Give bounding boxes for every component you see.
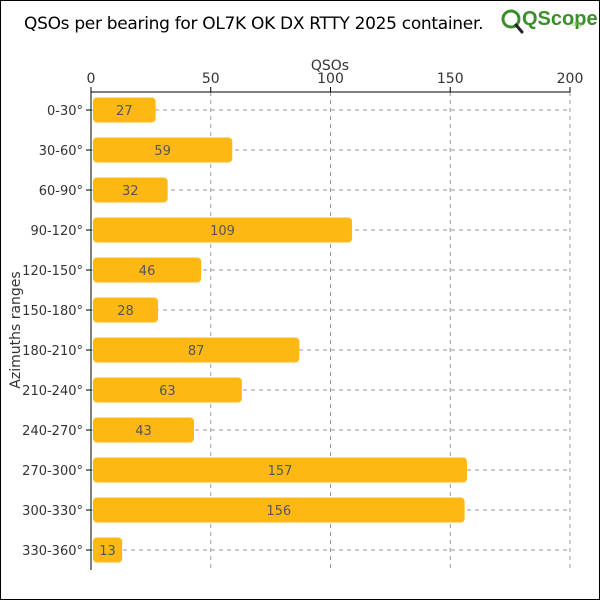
x-tick-label: 50 (202, 71, 220, 87)
axes: 0 50 100 150 200 0-30° 30-60° 60-90° 90-120° 120-… (22, 71, 583, 570)
bar-value-label: 63 (159, 384, 176, 399)
y-tick-label: 270-300° (22, 464, 83, 479)
y-tick-label: 30-60° (39, 144, 83, 159)
logo-text: QScope (522, 8, 598, 30)
y-tick-label: 330-360° (22, 544, 83, 559)
bar (93, 217, 353, 243)
y-tick-label: 60-90° (39, 184, 83, 199)
y-tick-label: 0-30° (47, 104, 83, 119)
logo-suffix: .org (570, 21, 583, 28)
bar (93, 257, 202, 283)
bar-value-label: 46 (139, 264, 156, 279)
magnifier-icon (501, 9, 524, 34)
y-tick-label: 300-330° (22, 504, 83, 519)
bar (93, 137, 233, 163)
bar (93, 337, 300, 363)
y-axis-label: Azimuths ranges (8, 271, 24, 388)
y-tick-label: 90-120° (30, 224, 83, 239)
bar-value-label: 157 (268, 464, 293, 479)
bar-value-label: 109 (210, 224, 235, 239)
bar (93, 537, 123, 563)
y-tick-label: 240-270° (22, 424, 83, 439)
bar (93, 297, 159, 323)
bar-value-label: 28 (117, 304, 134, 319)
bar-value-label: 13 (99, 544, 116, 559)
y-tick-label: 150-180° (22, 304, 83, 319)
bar-value-label: 59 (154, 144, 171, 159)
bar (93, 97, 156, 123)
y-tick-label: 210-240° (22, 384, 83, 399)
x-tick-label: 100 (317, 71, 344, 87)
x-axis-label: QSOs (311, 58, 349, 74)
bar (93, 177, 168, 203)
y-tick-label: 180-210° (22, 344, 83, 359)
bar-value-label: 27 (116, 104, 133, 119)
x-tick-label: 200 (557, 71, 584, 87)
bar (93, 377, 242, 403)
bar-value-label: 156 (266, 504, 291, 519)
bar (93, 457, 468, 483)
x-tick-label: 150 (437, 71, 464, 87)
bar (93, 417, 194, 443)
chart-title: QSOs per bearing for OL7K OK DX RTTY 202… (24, 14, 484, 34)
bar-value-label: 87 (188, 344, 205, 359)
x-tick-label: 0 (87, 71, 96, 87)
bar (93, 497, 465, 523)
bar-value-label: 32 (122, 184, 139, 199)
qscope-logo: QScope .org (500, 6, 598, 36)
bar-value-label: 43 (135, 424, 152, 439)
bars: 27 59 32 109 46 28 87 63 43 157 156 13 (93, 97, 468, 563)
y-tick-label: 120-150° (22, 264, 83, 279)
